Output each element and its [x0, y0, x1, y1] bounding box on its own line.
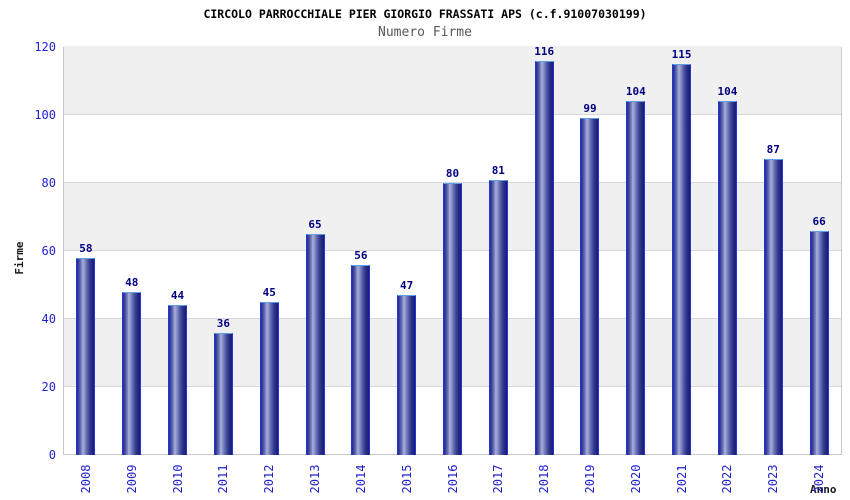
x-tick-label: 2021: [674, 464, 689, 494]
x-tick-label: 2009: [124, 464, 139, 494]
bar: [534, 60, 554, 455]
bar: [717, 101, 737, 455]
chart-subtitle: Numero Firme: [378, 25, 472, 40]
bar-value-label: 47: [400, 279, 414, 293]
y-tick-label: 20: [41, 380, 56, 394]
bar: [76, 257, 96, 455]
chart-title: CIRCOLO PARROCCHIALE PIER GIORGIO FRASSA…: [203, 7, 647, 21]
bar-value-label: 56: [354, 248, 368, 262]
x-tick-label: 2018: [537, 464, 552, 494]
bar-value-label: 36: [216, 316, 230, 330]
y-tick-label: 120: [34, 40, 56, 54]
bar: [580, 118, 600, 455]
gridline: [64, 182, 841, 183]
y-tick-label: 60: [41, 244, 56, 258]
bar: [351, 264, 371, 455]
bar: [488, 179, 508, 455]
x-tick-label: 2023: [766, 464, 781, 494]
bar-value-label: 65: [308, 218, 322, 231]
bar: [259, 302, 279, 455]
x-axis-title: Anno: [810, 483, 837, 496]
bar-value-label: 44: [170, 289, 185, 303]
x-tick-label: 2024: [812, 464, 827, 494]
bar-value-label: 81: [491, 163, 505, 177]
x-tick-label: 2013: [308, 464, 323, 494]
bar-value-label: 104: [625, 85, 646, 99]
bar: [809, 230, 829, 455]
bar-value-label: 66: [812, 214, 826, 228]
bar: [626, 101, 646, 455]
bar: [213, 332, 233, 455]
x-tick-label: 2017: [491, 464, 506, 494]
bar-value-label: 80: [445, 167, 460, 180]
bar: [168, 305, 188, 455]
bar-value-label: 58: [79, 241, 93, 255]
bar-value-label: 116: [534, 44, 555, 58]
bar-value-label: 87: [766, 143, 780, 157]
bar-value-label: 115: [671, 48, 692, 61]
y-tick-label: 40: [41, 312, 56, 326]
y-axis-title: Firme: [13, 241, 26, 275]
y-tick-label: 80: [41, 176, 56, 190]
bar: [397, 295, 417, 455]
x-tick-label: 2022: [720, 464, 735, 494]
gridline: [64, 114, 841, 115]
bar-value-label: 45: [262, 286, 276, 299]
x-tick-label: 2014: [353, 464, 368, 494]
bar: [672, 64, 692, 455]
bar: [443, 183, 462, 455]
plot-area: [63, 46, 842, 455]
x-tick-label: 2019: [582, 464, 597, 494]
bar: [305, 234, 325, 455]
bar-value-label: 104: [717, 85, 738, 99]
x-tick-label: 2016: [445, 464, 460, 494]
y-tick-label: 0: [48, 448, 56, 462]
bar-value-label: 48: [125, 275, 139, 289]
x-tick-label: 2012: [262, 464, 277, 494]
x-tick-label: 2020: [628, 464, 643, 494]
x-tick-label: 2011: [216, 464, 231, 494]
bar: [763, 159, 783, 455]
x-tick-label: 2010: [170, 464, 185, 494]
plot-band: [64, 46, 841, 114]
x-tick-label: 2008: [78, 464, 93, 494]
x-tick-label: 2015: [399, 464, 414, 494]
bar: [122, 291, 142, 455]
y-tick-label: 100: [34, 108, 56, 122]
bar-value-label: 99: [583, 102, 597, 116]
